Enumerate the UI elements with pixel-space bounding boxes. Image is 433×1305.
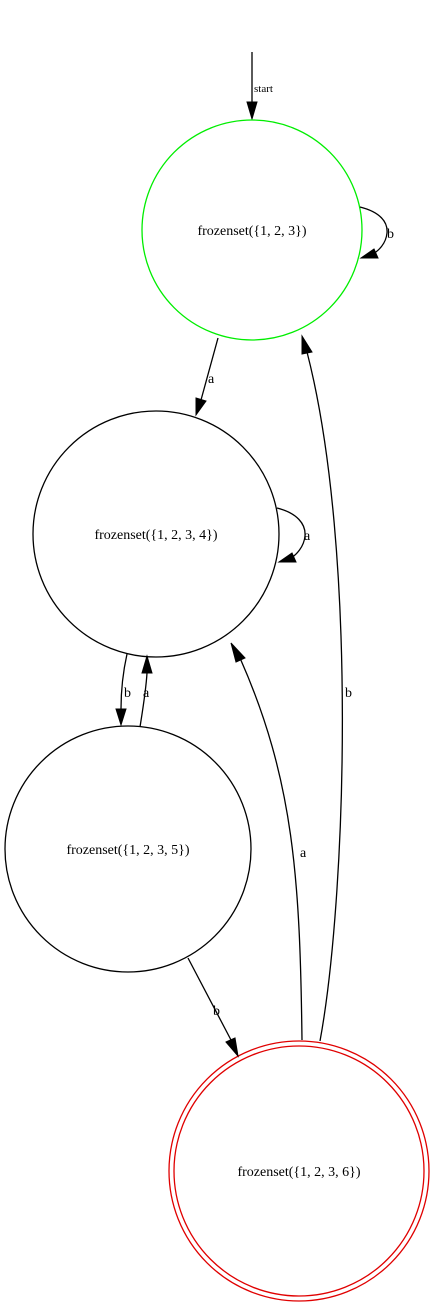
state-s123-label: frozenset({1, 2, 3}) — [197, 224, 306, 239]
transition-s1234-self-a — [276, 507, 306, 563]
transition-s1236-to-s123-b-label: b — [345, 686, 352, 701]
transition-s1236-to-s1234-a-label: a — [300, 846, 307, 861]
state-s1236-inner-outline — [173, 1045, 425, 1297]
transition-s1235-to-s1234-a — [139, 654, 153, 728]
state-s1234-outline — [32, 410, 280, 658]
transition-s123-self-b-label: b — [387, 227, 394, 242]
transition-s1235-to-s1236-b-label: b — [213, 1004, 220, 1019]
state-s1235-outline — [4, 725, 252, 973]
transition-s1235-to-s1234-a-label: a — [143, 686, 150, 701]
transition-s1234-to-s1235-b — [115, 653, 128, 727]
transition-s123-to-s1234-a-label: a — [208, 372, 215, 387]
state-s1234: frozenset({1, 2, 3, 4}) — [32, 410, 280, 658]
start-arrow — [246, 52, 258, 121]
state-s123: frozenset({1, 2, 3}) — [141, 119, 363, 341]
state-s1236: frozenset({1, 2, 3, 6}) — [168, 1040, 430, 1302]
transition-s123-self-b — [359, 206, 388, 259]
state-s1235-label: frozenset({1, 2, 3, 5}) — [66, 843, 189, 858]
state-s123-outline — [141, 119, 363, 341]
transition-s1236-to-s1234-a — [230, 642, 303, 1041]
start-label: start — [254, 83, 273, 95]
transition-s1234-to-s1235-b-label: b — [124, 686, 131, 701]
transition-s123-to-s1234-a — [195, 337, 219, 417]
transition-s1236-to-s123-b — [301, 334, 343, 1042]
transition-s1235-to-s1236-b — [187, 957, 239, 1058]
state-s1235: frozenset({1, 2, 3, 5}) — [4, 725, 252, 973]
state-s1236-label: frozenset({1, 2, 3, 6}) — [237, 1165, 360, 1180]
state-s1236-outer-outline — [168, 1040, 430, 1302]
state-s1234-label: frozenset({1, 2, 3, 4}) — [94, 528, 217, 543]
transition-s1234-self-a-label: a — [304, 529, 311, 544]
